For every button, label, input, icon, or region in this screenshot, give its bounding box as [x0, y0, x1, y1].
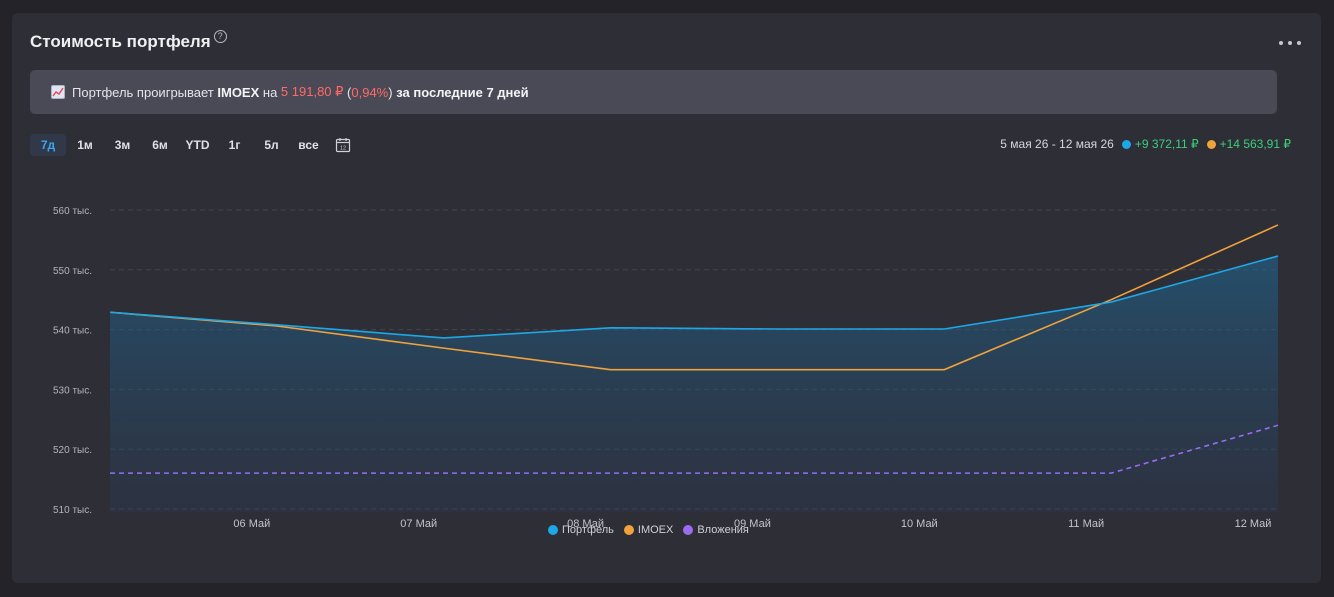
period-3m[interactable]: 3м	[114, 138, 131, 152]
more-dot-icon	[1297, 41, 1301, 45]
series-line[interactable]	[110, 424, 1279, 474]
x-tick-label: 06 Май	[233, 518, 270, 530]
chart-trend-icon	[51, 85, 65, 99]
card-title: Стоимость портфеля ?	[30, 29, 227, 52]
y-tick-label: 540 тыс.	[53, 326, 92, 337]
banner-text-after: за последние 7 дней	[392, 84, 529, 100]
legend-dot-icon	[548, 525, 558, 535]
x-tick-label: 07 Май	[400, 518, 437, 530]
legend-dot-icon	[623, 525, 634, 535]
legend-item-investments[interactable]: Вложения	[683, 524, 749, 536]
period-ytd[interactable]: YTD	[185, 138, 210, 152]
y-tick-label: 510 тыс.	[53, 505, 92, 516]
comparison-banner: Портфель проигрывает IMOEX на 5 191,80 ₽…	[30, 70, 1277, 114]
portfolio-change: +9 372,11 ₽	[1134, 137, 1199, 151]
legend-item-portfolio[interactable]: Портфель	[548, 524, 614, 536]
legend-label: IMOEX	[637, 524, 674, 536]
index-change: +14 563,91 ₽	[1219, 137, 1291, 151]
period-all[interactable]: все	[298, 138, 319, 152]
help-icon[interactable]: ?	[213, 29, 227, 43]
y-tick-label: 560 тыс.	[53, 206, 92, 217]
series-area	[110, 256, 1278, 512]
index-dot-icon	[1206, 139, 1216, 149]
calendar-icon[interactable]: 12	[335, 137, 351, 153]
banner-text-mid: на	[259, 84, 281, 100]
period-6m[interactable]: 6м	[152, 138, 168, 152]
period-summary: 5 мая 26 - 12 мая 26 +9 372,11 ₽ +14 563…	[1000, 137, 1291, 151]
y-tick-label: 530 тыс.	[53, 385, 92, 396]
x-tick-label: 12 Май	[1235, 518, 1272, 530]
period-5y[interactable]: 5л	[264, 138, 279, 152]
banner-paren-open: (	[343, 84, 352, 100]
y-tick-label: 550 тыс.	[53, 266, 92, 277]
banner-paren-close: )	[388, 84, 393, 100]
legend-dot-icon	[683, 525, 694, 535]
legend-label: Портфель	[562, 524, 614, 536]
banner-diff-value: 5 191,80 ₽	[280, 84, 344, 99]
card-title-text: Стоимость портфеля	[30, 32, 211, 51]
period-1y[interactable]: 1г	[228, 138, 241, 152]
more-dot-icon	[1279, 41, 1283, 45]
chart-legend: Портфель IMOEX Вложения	[548, 524, 759, 536]
legend-label: Вложения	[697, 524, 749, 536]
x-tick-label: 08 Май	[567, 518, 604, 530]
banner-text-before: Портфель проигрывает	[72, 84, 218, 100]
banner-diff-percent: 0,94%	[351, 84, 389, 100]
period-7d[interactable]: 7д	[30, 134, 66, 156]
banner-index-name: IMOEX	[217, 84, 260, 100]
x-tick-label: 10 Май	[901, 518, 938, 530]
legend-item-imoex[interactable]: IMOEX	[623, 524, 674, 536]
date-range: 5 мая 26 - 12 мая 26	[1000, 137, 1114, 151]
y-tick-label: 520 тыс.	[53, 445, 92, 456]
series-line[interactable]	[109, 224, 1279, 371]
series-line[interactable]	[109, 255, 1279, 339]
period-selector: 7д 1м 3м 6м YTD 1г 5л все 12	[30, 134, 351, 156]
more-options-button[interactable]	[1279, 37, 1301, 49]
x-tick-label: 11 Май	[1068, 518, 1104, 530]
more-dot-icon	[1288, 41, 1292, 45]
x-tick-label: 09 Май	[734, 518, 771, 530]
svg-text:12: 12	[340, 146, 346, 152]
period-1m[interactable]: 1м	[77, 138, 93, 152]
portfolio-dot-icon	[1121, 139, 1131, 149]
